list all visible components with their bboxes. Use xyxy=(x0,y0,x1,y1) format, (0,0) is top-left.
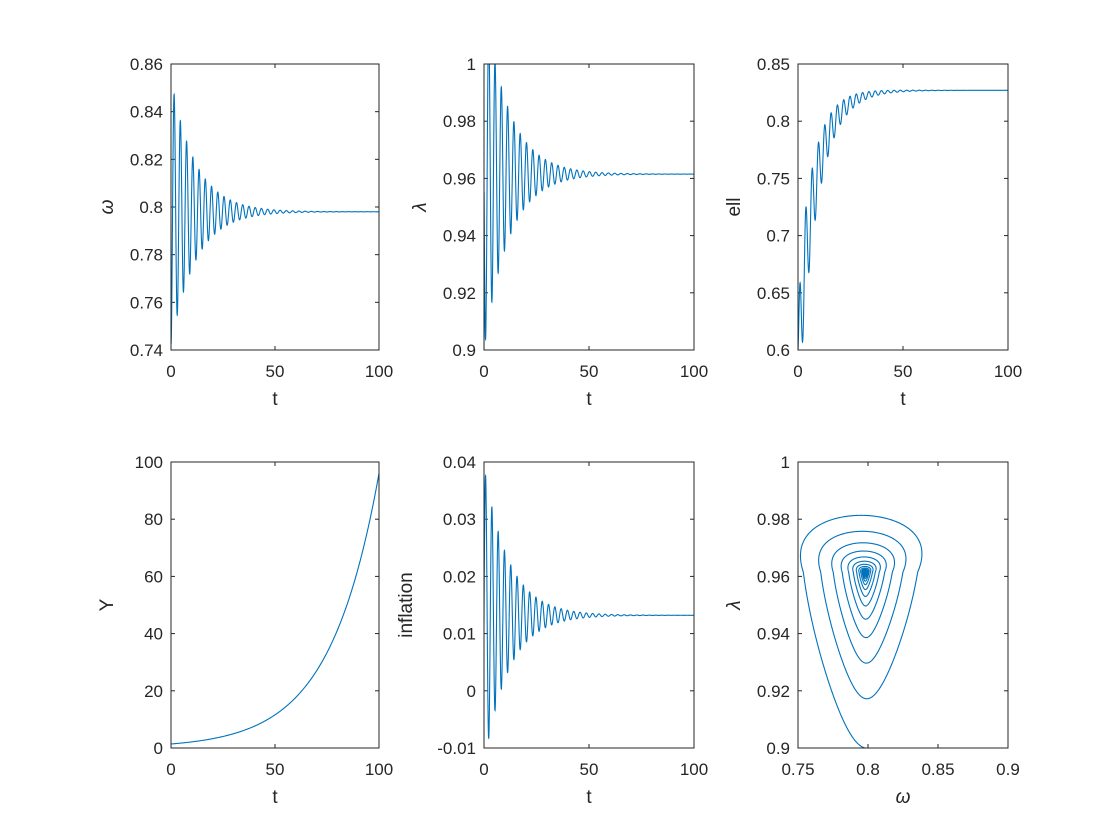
series-line xyxy=(484,473,694,740)
series-line xyxy=(798,89,1008,350)
y-tick-label: 40 xyxy=(144,625,163,644)
y-tick-label: 0.04 xyxy=(443,453,476,472)
y-tick-label: 60 xyxy=(144,567,163,586)
x-tick-label: 50 xyxy=(266,362,285,381)
y-tick-label: 0 xyxy=(467,682,476,701)
x-tick-label: 100 xyxy=(365,760,393,779)
subplot-3: 0 50 100 0.6 0.65 0.7 0.75 0.8 0.85 t ell xyxy=(724,55,1022,410)
y-tick-label: 0.78 xyxy=(130,246,163,265)
x-axis-label: t xyxy=(586,389,592,410)
axes-frame xyxy=(797,63,1009,351)
x-tick-label: 100 xyxy=(680,760,708,779)
y-tick-label: 0.01 xyxy=(443,625,476,644)
series-line xyxy=(171,92,379,344)
x-tick-label: 50 xyxy=(894,362,913,381)
y-tick-label: 0.9 xyxy=(452,341,476,360)
axes-box xyxy=(797,63,1009,351)
subplot-1: 0 50 100 0.74 0.76 0.78 0.8 0.82 0.84 0.86 t ω xyxy=(97,55,393,410)
y-tick-label: 20 xyxy=(144,682,163,701)
x-tick-label: 0 xyxy=(479,362,488,381)
y-tick-label: 0.98 xyxy=(443,112,476,131)
axes-box xyxy=(170,461,380,749)
y-tick-label: 0.92 xyxy=(757,682,790,701)
y-axis-label: Y xyxy=(97,598,118,611)
axes-frame xyxy=(483,461,695,749)
y-tick-label: 1 xyxy=(781,453,790,472)
y-tick-label: 0.7 xyxy=(766,227,790,246)
y-tick-label: 100 xyxy=(135,453,163,472)
y-tick-label: 0.86 xyxy=(130,55,163,74)
x-axis-label: t xyxy=(900,389,906,410)
subplot-4: 0 50 100 0 20 40 60 80 100 t Y xyxy=(97,453,393,808)
y-tick-label: 0.96 xyxy=(443,169,476,188)
axes-box xyxy=(483,63,695,351)
x-tick-label: 0 xyxy=(166,362,175,381)
x-tick-label: 0.9 xyxy=(996,760,1020,779)
y-axis-label: ell xyxy=(724,197,745,216)
y-tick-label: 0.02 xyxy=(443,567,476,586)
x-tick-label: 100 xyxy=(365,362,393,381)
y-tick-label: 0.85 xyxy=(757,55,790,74)
y-tick-label: 0 xyxy=(154,739,163,758)
y-tick-label: 0.98 xyxy=(757,510,790,529)
series-line xyxy=(799,514,923,748)
axes-frame xyxy=(797,461,1009,749)
subplot-6: 0.75 0.8 0.85 0.9 0.9 0.92 0.94 0.96 0.98 1 ω λ xyxy=(724,453,1020,808)
x-axis-label: ω xyxy=(896,787,911,808)
x-tick-label: 50 xyxy=(580,362,599,381)
x-tick-label: 50 xyxy=(266,760,285,779)
x-tick-label: 0 xyxy=(479,760,488,779)
x-tick-label: 0.75 xyxy=(781,760,814,779)
y-tick-label: 0.74 xyxy=(130,341,163,360)
y-tick-label: 0.6 xyxy=(766,341,790,360)
series-line xyxy=(171,473,379,745)
y-tick-label: 0.92 xyxy=(443,284,476,303)
y-tick-label: 1 xyxy=(467,55,476,74)
y-tick-label: 0.76 xyxy=(130,293,163,312)
y-axis-label: λ xyxy=(410,202,431,212)
y-tick-label: 0.03 xyxy=(443,510,476,529)
y-tick-label: 0.94 xyxy=(757,625,790,644)
x-axis-label: t xyxy=(272,389,278,410)
subplot-2: 0 50 100 0.9 0.92 0.94 0.96 0.98 1 t λ xyxy=(410,55,708,410)
y-tick-label: 0.8 xyxy=(766,112,790,131)
x-tick-label: 0.8 xyxy=(856,760,880,779)
x-axis-label: t xyxy=(586,787,592,808)
y-tick-label: 0.75 xyxy=(757,169,790,188)
x-tick-label: 0 xyxy=(793,362,802,381)
y-axis-label: inflation xyxy=(396,572,417,638)
series-line xyxy=(484,64,694,350)
y-axis-label: λ xyxy=(724,600,745,610)
x-tick-label: 0.85 xyxy=(921,760,954,779)
axes-box xyxy=(797,461,1009,749)
axes-frame xyxy=(170,63,380,351)
axes-frame xyxy=(170,461,380,749)
y-tick-label: 0.94 xyxy=(443,227,476,246)
y-tick-label: 80 xyxy=(144,510,163,529)
x-tick-label: 50 xyxy=(580,760,599,779)
axes-box xyxy=(483,461,695,749)
y-tick-label: -0.01 xyxy=(437,739,476,758)
x-tick-label: 100 xyxy=(994,362,1022,381)
axes-box xyxy=(170,63,380,351)
y-tick-label: 0.96 xyxy=(757,567,790,586)
y-tick-label: 0.65 xyxy=(757,284,790,303)
x-axis-label: t xyxy=(272,787,278,808)
y-tick-label: 0.84 xyxy=(130,103,163,122)
x-tick-label: 0 xyxy=(166,760,175,779)
axes-frame xyxy=(483,63,695,351)
y-axis-label: ω xyxy=(97,199,118,214)
x-tick-label: 100 xyxy=(680,362,708,381)
y-tick-label: 0.8 xyxy=(139,198,163,217)
y-tick-label: 0.9 xyxy=(766,739,790,758)
y-tick-label: 0.82 xyxy=(130,150,163,169)
